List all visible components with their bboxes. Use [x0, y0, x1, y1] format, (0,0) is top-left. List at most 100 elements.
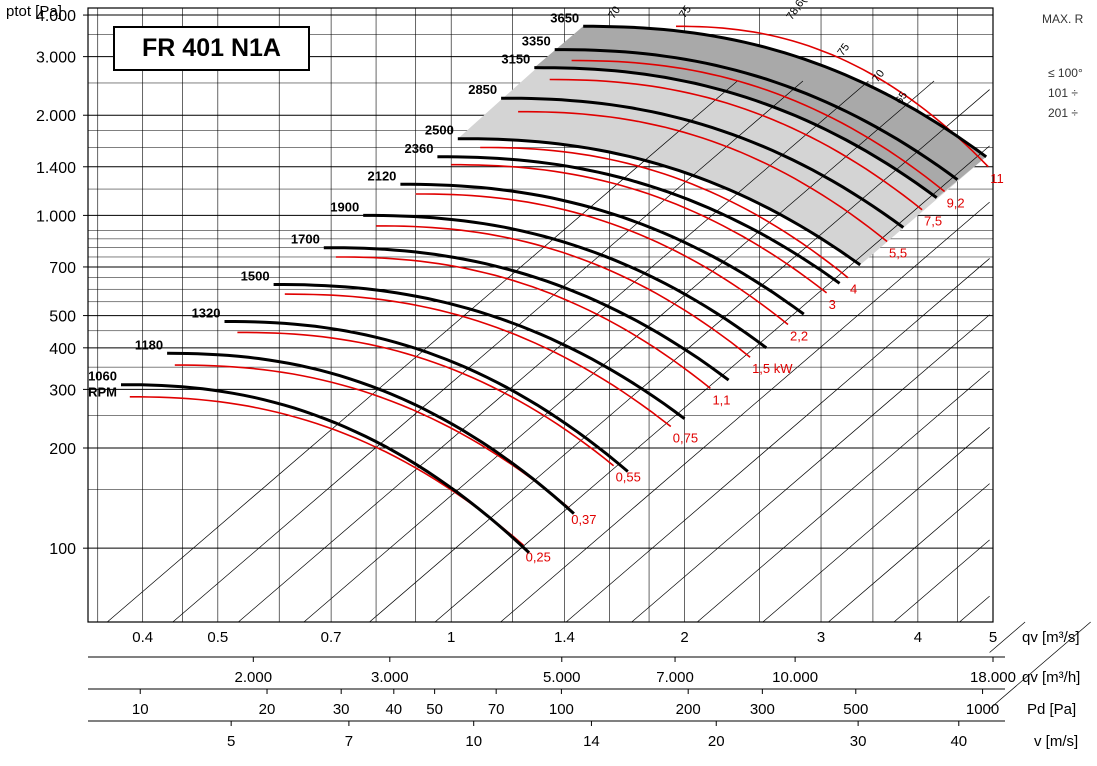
- power-label: 0,75: [673, 431, 698, 446]
- power-curve: [174, 364, 570, 509]
- efficiency-label: 75: [835, 41, 852, 58]
- power-label: 11: [990, 171, 1004, 186]
- rpm-label: 2360: [405, 141, 434, 156]
- pd-tick-label: 200: [676, 701, 701, 718]
- pd-tick-label: 500: [843, 701, 868, 718]
- system-line: [959, 595, 990, 623]
- speed-curve: [437, 155, 841, 285]
- rpm-label: 1500: [241, 268, 270, 283]
- speed-curve: [273, 283, 686, 420]
- speed-curve: [167, 351, 575, 515]
- v-tick-label: 10: [465, 733, 482, 750]
- pd-tick-label: 40: [385, 701, 402, 718]
- system-line: [893, 539, 990, 623]
- power-curve: [237, 331, 615, 467]
- rpm-label: 1900: [330, 199, 359, 214]
- power-label: 9,2: [947, 195, 965, 210]
- speed-curve: [121, 383, 531, 554]
- v-tick-label: 30: [850, 733, 867, 750]
- power-curve: [335, 256, 711, 390]
- system-line: [697, 370, 990, 623]
- chart-title-box: FR 401 N1A: [113, 26, 310, 71]
- v-tick-label: 5: [227, 733, 235, 750]
- v-tick-label: 7: [345, 733, 353, 750]
- v-axis-label: v [m/s]: [1034, 733, 1078, 750]
- pd-tick-label: 100: [549, 701, 574, 718]
- y-tick-label: 2.000: [36, 108, 76, 125]
- side-note-row-3: 201 ÷: [1048, 106, 1078, 120]
- pd-tick-label: 70: [488, 701, 505, 718]
- y-tick-label: 500: [49, 309, 76, 326]
- rpm-label: 1700: [291, 232, 320, 247]
- power-label: 0,25: [526, 549, 551, 564]
- rpm-unit-label: RPM: [88, 385, 117, 400]
- rpm-label: 1320: [192, 305, 221, 320]
- speed-curve: [457, 137, 862, 267]
- qv-m3s-tick-label: 0.5: [207, 629, 228, 646]
- power-label: 2,2: [790, 329, 808, 344]
- y-axis-label: ptot [Pa]: [6, 3, 62, 20]
- power-curve: [571, 59, 946, 193]
- efficiency-label: 70: [606, 4, 623, 21]
- speed-curve: [363, 213, 768, 350]
- y-tick-label: 3.000: [36, 50, 76, 67]
- speed-curve: [323, 246, 730, 382]
- y-tick-label: 700: [49, 260, 76, 277]
- power-curve: [284, 293, 672, 428]
- rpm-label: 2850: [468, 82, 497, 97]
- side-note-row-2: 101 ÷: [1048, 86, 1078, 100]
- power-curve: [676, 25, 989, 168]
- rpm-label: 3650: [550, 10, 579, 25]
- rpm-label: 1180: [135, 337, 163, 352]
- qv-m3s-tick-label: 5: [989, 629, 997, 646]
- system-line: [989, 621, 1026, 653]
- y-tick-label: 200: [49, 441, 76, 458]
- power-label: 0,37: [571, 512, 596, 527]
- power-label: 7,5: [924, 214, 942, 229]
- qv-m3s-tick-label: 3: [817, 629, 825, 646]
- rpm-label: 2500: [425, 123, 454, 138]
- power-curve: [518, 110, 888, 243]
- speed-curve: [224, 320, 629, 473]
- qv-m3s-tick-label: 4: [914, 629, 922, 646]
- rpm-label: 3350: [522, 34, 551, 49]
- speed-curve: [400, 182, 805, 316]
- qv-m3h-axis-label: qv [m³/h]: [1022, 669, 1080, 686]
- rpm-label: 3150: [501, 52, 530, 67]
- qv-m3h-tick-label: 2.000: [235, 669, 273, 686]
- y-tick-label: 300: [49, 382, 76, 399]
- power-curve: [480, 146, 849, 279]
- power-label: 4: [850, 282, 857, 297]
- qv-m3s-axis-label: qv [m³/s]: [1022, 629, 1080, 646]
- efficiency-label: 70: [870, 68, 887, 85]
- system-line: [989, 621, 1091, 710]
- v-tick-label: 20: [708, 733, 725, 750]
- qv-m3s-tick-label: 2: [680, 629, 688, 646]
- qv-m3h-tick-label: 18.000: [970, 669, 1016, 686]
- y-tick-label: 1.000: [36, 208, 76, 225]
- pd-tick-label: 20: [259, 701, 276, 718]
- power-label: 0,55: [616, 470, 641, 485]
- y-tick-label: 1.400: [36, 160, 76, 177]
- v-tick-label: 40: [950, 733, 967, 750]
- system-line: [369, 89, 990, 623]
- pd-tick-label: 50: [426, 701, 443, 718]
- y-tick-label: 400: [49, 341, 76, 358]
- y-tick-label: 4.000: [36, 8, 76, 25]
- power-curve: [451, 163, 828, 294]
- system-line: [631, 314, 990, 623]
- power-label: 1,5 kW: [752, 361, 793, 376]
- efficiency-label: 75: [677, 4, 694, 21]
- system-line: [303, 80, 935, 623]
- qv-m3h-tick-label: 5.000: [543, 669, 581, 686]
- pd-tick-label: 30: [333, 701, 350, 718]
- qv-m3s-tick-label: 0.4: [132, 629, 153, 646]
- qv-m3s-tick-label: 0.7: [321, 629, 342, 646]
- power-curve: [376, 225, 751, 358]
- rpm-label: 2120: [367, 168, 396, 183]
- system-line: [565, 258, 990, 623]
- v-tick-label: 14: [583, 733, 600, 750]
- qv-m3h-tick-label: 7.000: [656, 669, 694, 686]
- speed-curve: [534, 66, 938, 199]
